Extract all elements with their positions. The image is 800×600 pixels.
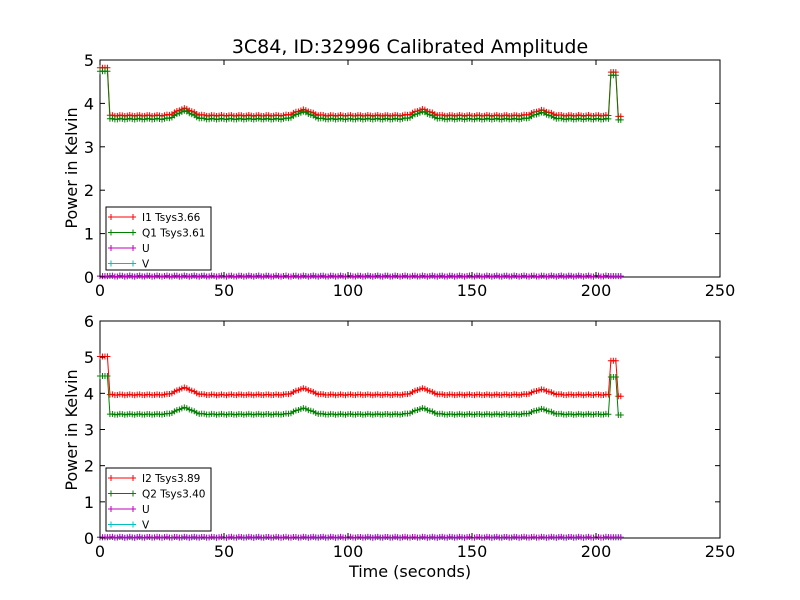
top-plot-legend-label: Q1 Tsys3.61 [142,228,206,240]
bottom-plot-y-ticks: 0 1 2 3 4 5 6 [84,312,720,548]
top-plot-legend-entry: I1 Tsys3.66 [108,212,201,224]
top-plot-legend-marker [108,245,114,251]
bottom-plot-legend-marker [108,521,114,528]
bottom-plot-legend-entry: V [108,520,150,532]
bottom-plot-legend-marker [108,506,114,512]
top-plot-series-point [617,116,624,123]
top-plot-legend-label: I1 Tsys3.66 [142,212,201,224]
top-plot-x-tick-label: 50 [214,281,234,300]
top-plot-x-tick-label: 150 [457,281,488,300]
bottom-plot-y-tick-label: 6 [84,312,94,331]
bottom-plot-y-tick-label: 5 [84,348,94,367]
bottom-plot-x-tick-label: 50 [214,542,234,561]
top-plot-legend-entry: Q1 Tsys3.61 [108,228,206,240]
top-plot-legend-marker [108,260,114,267]
top-plot-x-tick-label: 0 [95,281,105,300]
top-plot-x-ticks: 0 50 100 150 200 250 [95,60,735,300]
top-plot-series-point [605,115,612,122]
top-plot-y-tick-label: 5 [84,51,94,70]
top-plot: 0 50 100 150 200 250 0 1 2 3 4 5 Power in Kelvin I… [62,51,735,300]
top-plot-y-tick-label: 0 [84,268,94,287]
top-plot-y-tick-label: 1 [84,225,94,244]
bottom-plot-legend-marker [130,475,136,481]
top-plot-legend-marker [108,229,114,236]
bottom-plot-y-tick-label: 3 [84,421,94,440]
top-plot-x-tick-label: 200 [581,281,612,300]
bottom-plot-series-point [617,393,624,400]
top-plot-series-point [617,273,624,280]
bottom-plot-series-point [605,411,612,418]
bottom-plot-y-tick-label: 1 [84,493,94,512]
bottom-plot-series-point [617,534,624,541]
bottom-plot-series-point [612,374,619,381]
bottom-plot-y-tick-label: 0 [84,529,94,548]
bottom-plot-series-point [617,412,624,419]
bottom-plot-legend-marker [108,475,114,481]
bottom-plot-series [97,353,624,541]
top-plot-y-tick-label: 4 [84,94,94,113]
bottom-plot-series-point [104,372,111,379]
top-plot-legend-marker [130,260,136,267]
top-plot-series-1 [97,68,624,123]
bottom-plot-y-label: Power in Kelvin [62,369,81,490]
top-plot-legend-label: U [142,243,150,255]
bottom-plot-series-1 [97,372,624,419]
top-plot-series [97,64,624,280]
top-plot-series-point [104,68,111,75]
top-plot-legend-entry: U [108,243,150,255]
bottom-plot-x-tick-label: 0 [95,542,105,561]
top-plot-y-tick-label: 3 [84,138,94,157]
bottom-plot-x-label: Time (seconds) [348,562,471,581]
top-plot-series-point [612,72,619,79]
bottom-plot-legend-label: Q2 Tsys3.40 [142,489,206,501]
top-plot-x-tick-label: 250 [705,281,736,300]
bottom-plot-series-point [605,391,612,398]
bottom-plot-legend: I2 Tsys3.89 Q2 Tsys3.40 UV [105,467,212,532]
bottom-plot-legend-label: I2 Tsys3.89 [142,473,200,485]
top-plot-legend-entry: V [108,259,150,271]
bottom-plot-series-point [612,357,619,364]
top-plot-legend-marker [108,214,114,220]
top-plot-y-ticks: 0 1 2 3 4 5 [84,51,720,287]
bottom-plot-x-ticks: 0 50 100 150 200 250 [95,321,735,561]
bottom-plot-x-tick-label: 100 [333,542,364,561]
top-plot-legend-marker [130,245,136,251]
top-plot-legend-label: V [142,259,150,271]
bottom-plot-legend-marker [108,490,114,497]
bottom-plot-legend-marker [130,506,136,512]
bottom-plot-legend-label: U [142,504,150,516]
bottom-plot-x-tick-label: 150 [457,542,488,561]
top-plot-x-tick-label: 100 [333,281,364,300]
bottom-plot-legend-marker [130,521,136,528]
bottom-plot-x-tick-label: 250 [705,542,736,561]
top-plot-y-tick-label: 2 [84,181,94,200]
bottom-plot-legend-label: V [142,520,150,532]
bottom-plot-series-0 [97,353,624,400]
top-plot-legend-marker [130,229,136,236]
top-plot-legend: I1 Tsys3.66 Q1 Tsys3.61 UV [105,206,212,271]
bottom-plot-legend-entry: Q2 Tsys3.40 [108,489,206,501]
bottom-plot-legend-entry: I2 Tsys3.89 [108,473,200,485]
bottom-plot-y-tick-label: 4 [84,384,94,403]
bottom-plot-x-tick-label: 200 [581,542,612,561]
top-plot-legend-marker [130,214,136,220]
figure-title: 3C84, ID:32996 Calibrated Amplitude [232,36,588,58]
bottom-plot-y-tick-label: 2 [84,457,94,476]
bottom-plot-legend-entry: U [108,504,150,516]
top-plot-series-2 [97,272,624,280]
bottom-plot-series-2 [97,533,624,541]
bottom-plot-legend-marker [130,490,136,497]
top-plot-y-label: Power in Kelvin [62,107,81,228]
bottom-plot-series-point [104,353,111,360]
